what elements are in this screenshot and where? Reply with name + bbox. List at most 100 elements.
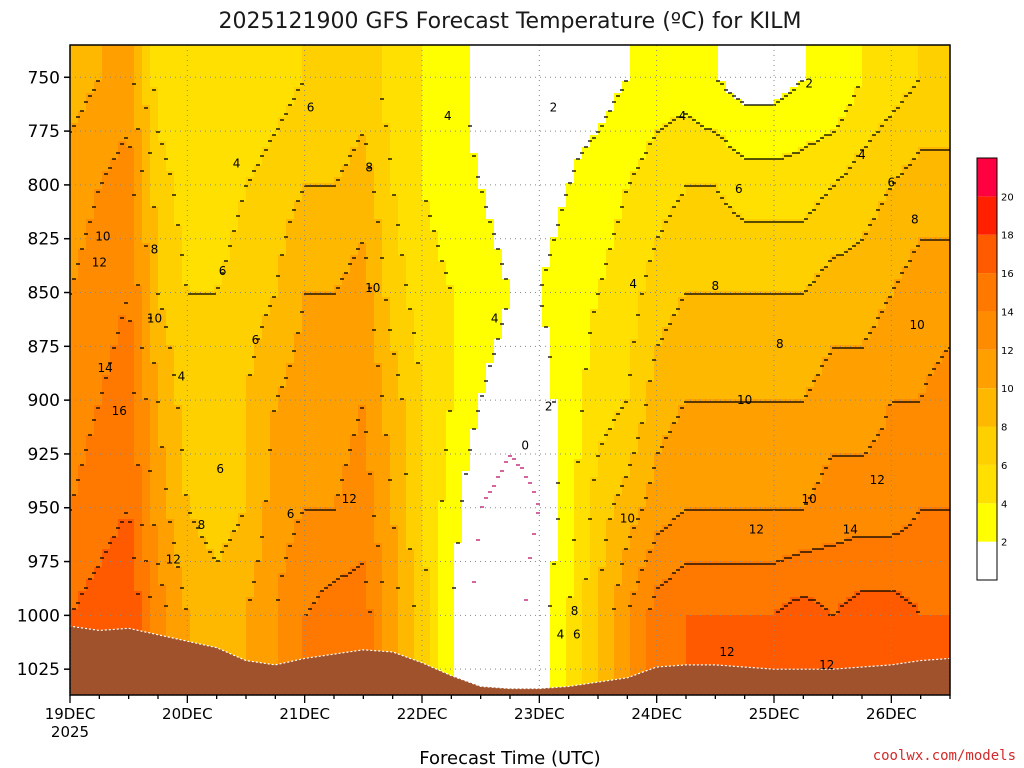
temperature-cell bbox=[158, 591, 167, 598]
temperature-cell bbox=[166, 633, 175, 640]
temperature-cell bbox=[318, 63, 327, 70]
temperature-cell bbox=[214, 81, 223, 88]
temperature-cell bbox=[382, 579, 391, 586]
temperature-cell bbox=[398, 633, 407, 640]
temperature-cell bbox=[86, 477, 95, 484]
temperature-cell bbox=[326, 249, 335, 256]
temperature-cell bbox=[414, 435, 423, 442]
temperature-cell bbox=[214, 63, 223, 70]
temperature-cell bbox=[94, 99, 103, 106]
temperature-cell bbox=[214, 87, 223, 94]
temperature-cell bbox=[142, 423, 151, 430]
temperature-cell bbox=[142, 231, 151, 238]
temperature-cell bbox=[238, 375, 247, 382]
temperature-cell bbox=[198, 249, 207, 256]
temperature-cell bbox=[334, 405, 343, 412]
temperature-cell bbox=[430, 483, 439, 490]
temperature-cell bbox=[134, 447, 143, 454]
temperature-cell bbox=[326, 117, 335, 124]
temperature-cell bbox=[86, 177, 95, 184]
temperature-cell bbox=[366, 135, 375, 142]
temperature-cell bbox=[190, 339, 199, 346]
temperature-cell bbox=[414, 171, 423, 178]
temperature-cell bbox=[278, 549, 287, 556]
temperature-cell bbox=[78, 285, 87, 292]
temperature-cell bbox=[406, 111, 415, 118]
temperature-cell bbox=[118, 165, 127, 172]
temperature-cell bbox=[126, 495, 135, 502]
temperature-cell bbox=[198, 459, 207, 466]
temperature-cell bbox=[126, 375, 135, 382]
temperature-cell bbox=[246, 651, 255, 658]
temperature-cell bbox=[214, 75, 223, 82]
temperature-cell bbox=[102, 81, 111, 88]
temperature-cell bbox=[214, 525, 223, 532]
temperature-cell bbox=[190, 549, 199, 556]
temperature-cell bbox=[382, 279, 391, 286]
temperature-cell bbox=[182, 543, 191, 550]
temperature-cell bbox=[94, 495, 103, 502]
temperature-cell bbox=[190, 213, 199, 220]
temperature-cell bbox=[390, 207, 399, 214]
temperature-cell bbox=[222, 345, 231, 352]
temperature-cell bbox=[174, 207, 183, 214]
temperature-cell bbox=[134, 75, 143, 82]
temperature-cell bbox=[382, 189, 391, 196]
temperature-cell bbox=[398, 201, 407, 208]
temperature-cell bbox=[182, 213, 191, 220]
temperature-cell bbox=[262, 45, 271, 52]
temperature-cell bbox=[350, 261, 359, 268]
temperature-cell bbox=[366, 423, 375, 430]
temperature-cell bbox=[78, 237, 87, 244]
temperature-cell bbox=[262, 585, 271, 592]
temperature-cell bbox=[286, 447, 295, 454]
temperature-cell bbox=[422, 225, 431, 232]
temperature-cell bbox=[110, 261, 119, 268]
temperature-cell bbox=[222, 357, 231, 364]
temperature-cell bbox=[102, 117, 111, 124]
temperature-cell bbox=[422, 309, 431, 316]
temperature-cell bbox=[190, 243, 199, 250]
temperature-cell bbox=[206, 519, 215, 526]
temperature-cell bbox=[198, 609, 207, 616]
temperature-cell bbox=[302, 321, 311, 328]
temperature-cell bbox=[262, 525, 271, 532]
temperature-cell bbox=[126, 189, 135, 196]
temperature-cell bbox=[406, 651, 415, 658]
temperature-cell bbox=[326, 381, 335, 388]
temperature-cell bbox=[94, 549, 103, 556]
temperature-cell bbox=[78, 531, 87, 538]
temperature-cell bbox=[414, 651, 423, 658]
temperature-cell bbox=[246, 375, 255, 382]
temperature-cell bbox=[118, 369, 127, 376]
temperature-cell bbox=[414, 345, 423, 352]
temperature-cell bbox=[430, 411, 439, 418]
temperature-cell bbox=[246, 183, 255, 190]
temperature-cell bbox=[342, 591, 351, 598]
temperature-cell bbox=[270, 225, 279, 232]
temperature-cell bbox=[182, 309, 191, 316]
temperature-cell bbox=[294, 633, 303, 640]
temperature-cell bbox=[150, 303, 159, 310]
temperature-cell bbox=[158, 501, 167, 508]
temperature-cell bbox=[206, 219, 215, 226]
temperature-cell bbox=[222, 237, 231, 244]
temperature-cell bbox=[270, 63, 279, 70]
temperature-cell bbox=[422, 345, 431, 352]
temperature-cell bbox=[382, 537, 391, 544]
temperature-cell bbox=[326, 333, 335, 340]
temperature-cell bbox=[318, 645, 327, 652]
temperature-cell bbox=[206, 513, 215, 520]
temperature-cell bbox=[262, 405, 271, 412]
temperature-cell bbox=[286, 591, 295, 598]
temperature-cell bbox=[174, 315, 183, 322]
temperature-cell bbox=[246, 465, 255, 472]
temperature-cell bbox=[342, 165, 351, 172]
temperature-cell bbox=[430, 531, 439, 538]
temperature-cell bbox=[342, 105, 351, 112]
temperature-cell bbox=[230, 135, 239, 142]
temperature-cell bbox=[374, 57, 383, 64]
temperature-cell bbox=[214, 567, 223, 574]
temperature-cell bbox=[334, 345, 343, 352]
temperature-cell bbox=[142, 621, 151, 628]
